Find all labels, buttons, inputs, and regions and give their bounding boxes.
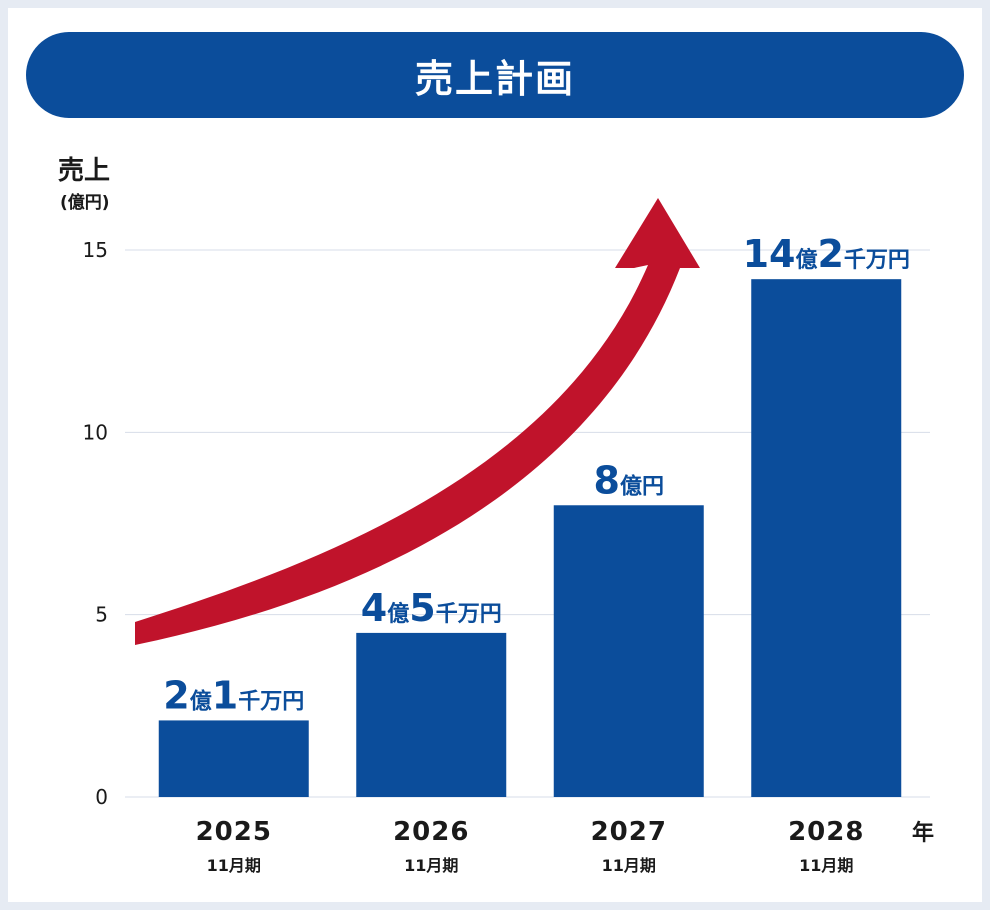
x-tick-label: 2028	[788, 817, 864, 847]
value-label-unit: 億	[190, 688, 212, 714]
x-tick-label: 2027	[591, 817, 667, 847]
chart-title: 売上計画	[414, 56, 575, 101]
x-tick-label: 2026	[393, 817, 469, 847]
x-tick-sublabel: 11月期	[207, 856, 261, 875]
bar	[356, 632, 507, 797]
y-tick-label: 15	[83, 238, 108, 262]
value-label: 2億1千万円	[163, 673, 304, 717]
value-label-unit: 千万円	[238, 689, 304, 714]
value-label-number: 1	[212, 673, 238, 717]
y-axis-label: 売上	[58, 156, 111, 186]
value-label-unit: 億	[387, 601, 409, 627]
value-label-number: 8	[594, 458, 620, 502]
y-axis-unit: (億円)	[60, 193, 110, 213]
x-tick-labels: 2025 11月期 2026 11月期 2027 11月期 2028 11月期	[196, 817, 864, 875]
value-label-number: 14	[743, 232, 796, 276]
growth-arrow-shape	[135, 198, 700, 645]
y-tick-labels: 0 5 10 15	[83, 238, 108, 809]
value-label: 8億円	[594, 458, 664, 502]
y-tick-label: 0	[95, 785, 108, 809]
value-label: 4億5千万円	[361, 586, 502, 630]
x-tick-label: 2025	[196, 817, 272, 847]
x-tick-sublabel: 11月期	[602, 856, 656, 875]
value-label-number: 4	[361, 586, 387, 630]
bar	[553, 505, 704, 797]
y-tick-label: 5	[95, 603, 108, 627]
chart-title-banner: 売上計画	[26, 32, 964, 118]
bar	[751, 279, 902, 797]
bar	[158, 720, 309, 797]
x-tick-sublabel: 11月期	[799, 856, 853, 875]
growth-arrow	[135, 198, 700, 645]
value-label-number: 5	[409, 586, 435, 630]
value-label: 14億2千万円	[743, 232, 910, 276]
value-label-unit: 億	[795, 247, 817, 273]
bars	[158, 279, 902, 797]
value-label-unit: 億円	[620, 473, 664, 499]
x-tick-sublabel: 11月期	[404, 856, 458, 875]
value-label-unit: 千万円	[844, 248, 910, 273]
x-axis-unit: 年	[912, 821, 935, 846]
value-label-number: 2	[817, 232, 843, 276]
value-label-unit: 千万円	[436, 602, 502, 627]
y-tick-label: 10	[83, 420, 108, 444]
value-label-number: 2	[163, 673, 189, 717]
